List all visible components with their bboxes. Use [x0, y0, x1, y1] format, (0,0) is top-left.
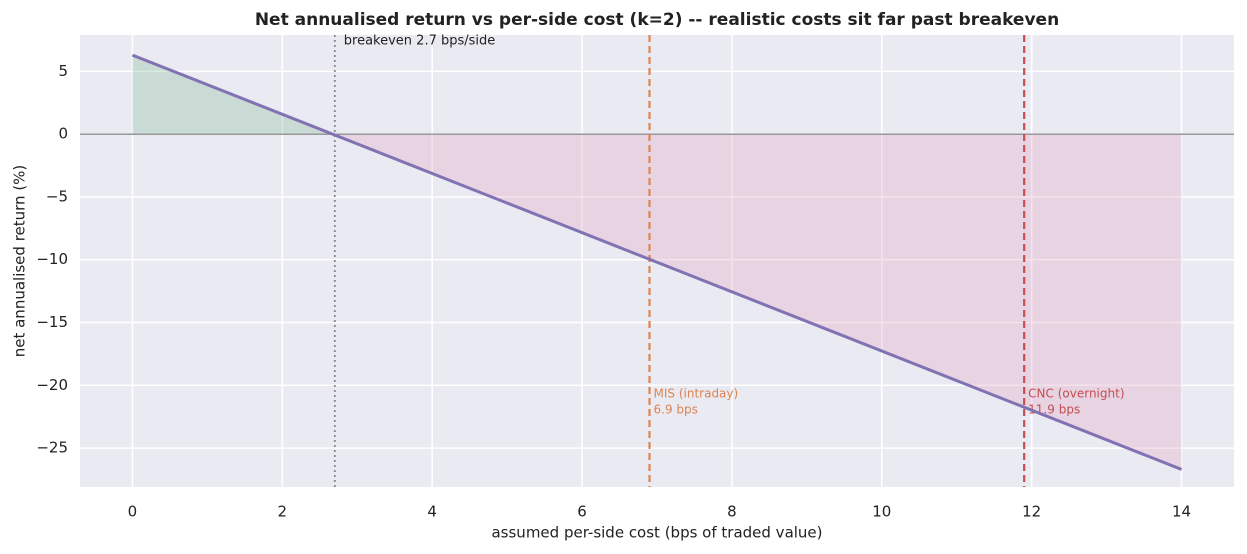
line-series [131, 53, 1183, 471]
y-tick-label: −10 [36, 250, 68, 268]
y-tick-label: 0 [58, 125, 68, 143]
y-tick-label: −5 [46, 187, 68, 205]
x-tick-label: 2 [278, 503, 288, 521]
x-tick-label: 8 [727, 503, 737, 521]
x-tick-label: 14 [1172, 503, 1191, 521]
y-tick-label: −25 [36, 439, 68, 457]
y-axis-label: net annualised return (%) [11, 165, 29, 358]
y-tick-label: 5 [58, 62, 68, 80]
y-tick-label: −15 [36, 313, 68, 331]
reference-label: CNC (overnight) [1028, 387, 1124, 401]
reference-label: 11.9 bps [1028, 403, 1080, 417]
reference-label: 6.9 bps [654, 403, 698, 417]
x-tick-label: 12 [1022, 503, 1041, 521]
reference-label: MIS (intraday) [654, 387, 739, 401]
chart-title: Net annualised return vs per-side cost (… [255, 10, 1059, 30]
negative-fill [132, 134, 1182, 470]
y-tick-label: −20 [36, 376, 68, 394]
x-axis-label: assumed per-side cost (bps of traded val… [491, 524, 822, 542]
x-tick-label: 4 [427, 503, 437, 521]
positive-fill [132, 55, 1182, 135]
x-tick-label: 6 [577, 503, 587, 521]
x-tick-label: 10 [872, 503, 891, 521]
reference-label: breakeven 2.7 bps/side [344, 34, 496, 49]
x-tick-label: 0 [128, 503, 138, 521]
